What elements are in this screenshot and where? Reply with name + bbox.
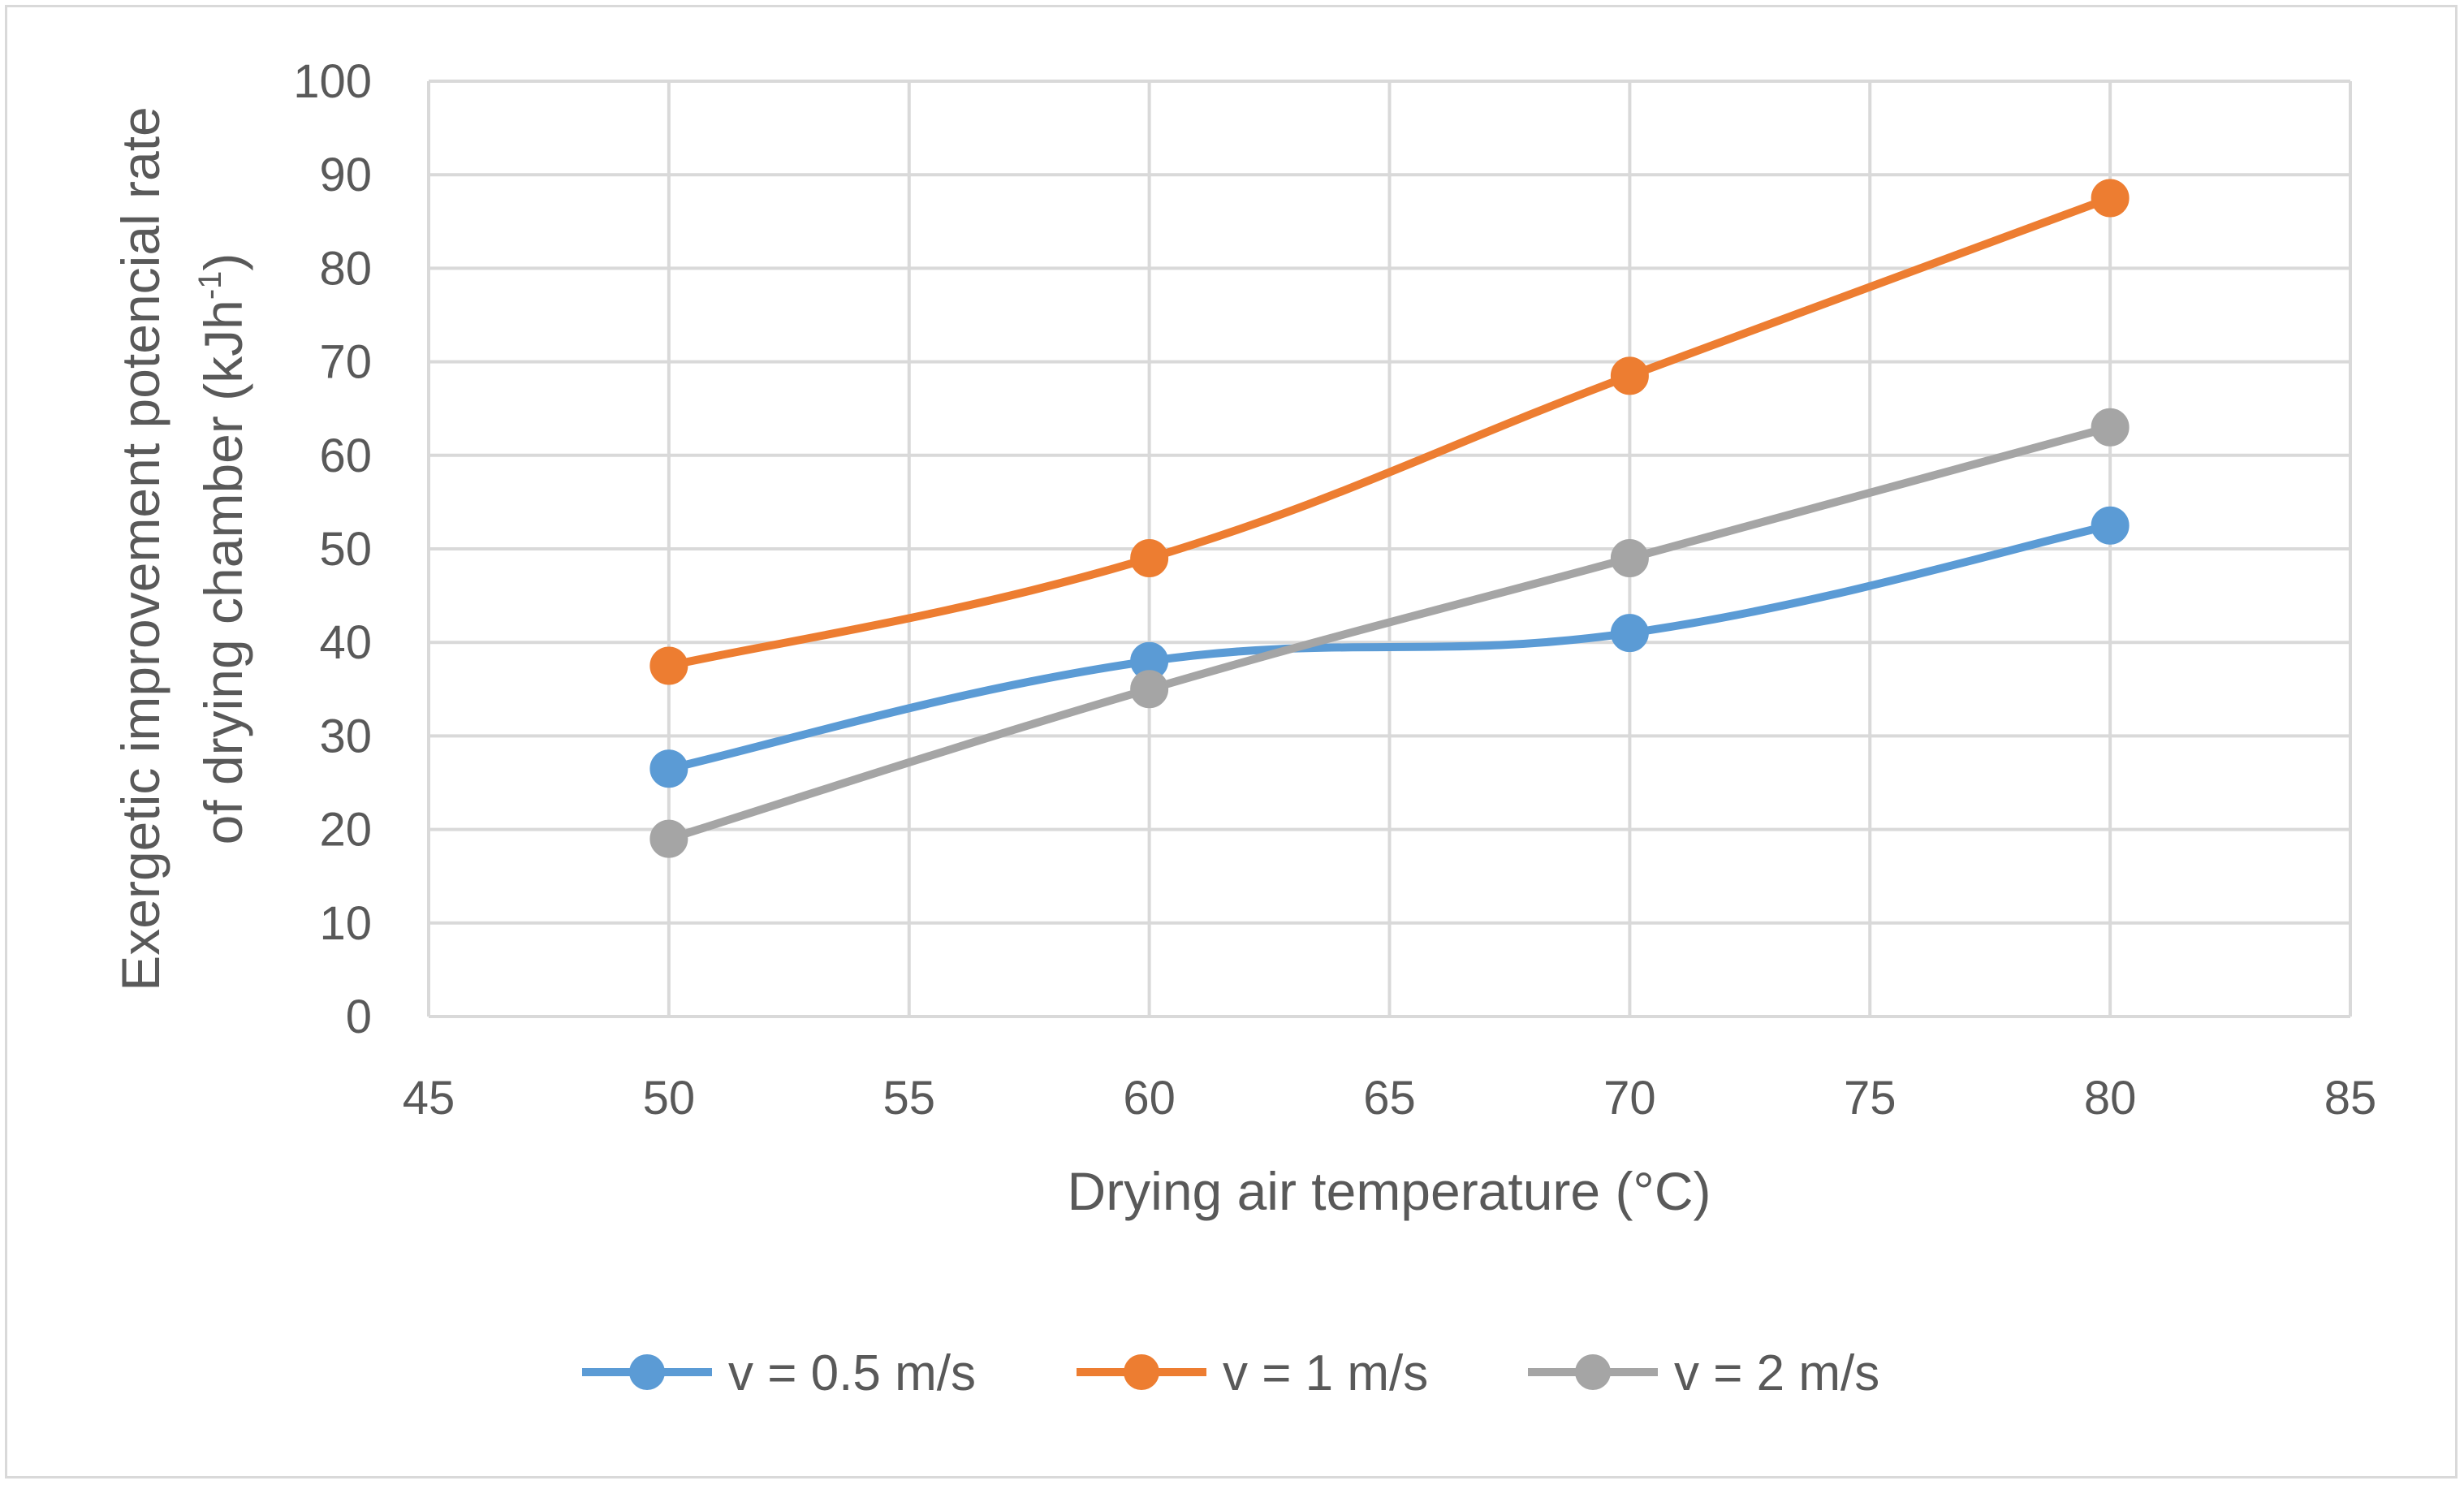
chart-frame	[5, 5, 2458, 1479]
legend-swatch-marker	[1575, 1354, 1611, 1390]
y-axis-title-superscript: -1	[192, 271, 228, 300]
x-tick-label: 65	[1363, 1072, 1416, 1125]
y-tick-label: 50	[319, 523, 372, 576]
y-tick-label: 40	[319, 616, 372, 669]
legend-label: v = 0.5 m/s	[728, 1345, 976, 1401]
data-point	[2091, 179, 2130, 218]
series-lines	[649, 179, 2130, 858]
y-axis-title-line1: Exergetic improvement potencial rate	[110, 106, 170, 991]
data-point	[649, 646, 688, 685]
legend-label: v = 1 m/s	[1223, 1345, 1428, 1401]
data-point	[649, 749, 688, 788]
x-tick-label: 80	[2084, 1072, 2137, 1125]
x-tick-label: 85	[2324, 1072, 2377, 1125]
x-tick-label: 75	[1844, 1072, 1897, 1125]
y-tick-label: 90	[319, 149, 372, 201]
series-line	[664, 423, 2115, 844]
x-axis-title: Drying air temperature (°C)	[1068, 1161, 1711, 1221]
legend-item: v = 0.5 m/s	[582, 1345, 976, 1401]
data-point	[1610, 539, 1649, 578]
series-1	[649, 506, 2130, 788]
x-tick-label: 45	[403, 1072, 455, 1125]
series-line	[664, 521, 2115, 773]
legend-label: v = 2 m/s	[1674, 1345, 1879, 1401]
gridlines	[427, 80, 2352, 1018]
y-axis-title-line2: of drying chamber (kJh-1)	[192, 253, 253, 845]
x-tick-label: 70	[1603, 1072, 1656, 1125]
y-axis-title: Exergetic improvement potencial rate of …	[110, 106, 253, 991]
data-point	[2091, 506, 2130, 545]
x-tick-label: 50	[643, 1072, 696, 1125]
y-axis-title-line2-main: of drying chamber (kJh	[193, 300, 253, 844]
series-3	[649, 408, 2130, 858]
y-tick-label: 80	[319, 242, 372, 295]
y-tick-label: 70	[319, 336, 372, 389]
y-tick-label: 10	[319, 897, 372, 950]
y-tick-label: 60	[319, 430, 372, 482]
series-line	[664, 194, 2115, 670]
data-point	[1610, 356, 1649, 395]
y-axis-title-line2-end: )	[193, 253, 253, 271]
legend: v = 0.5 m/s v = 1 m/s v = 2 m/s	[582, 1345, 1879, 1401]
data-point	[1610, 614, 1649, 653]
data-point	[2091, 408, 2130, 447]
legend-swatch-marker	[629, 1354, 665, 1390]
y-tick-label: 0	[346, 991, 372, 1043]
tick-labels: 0 10 20 30 40 50 60 70 80 90 100 45 50 55 60 65 70 75 80 85	[293, 55, 2376, 1125]
legend-item: v = 1 m/s	[1077, 1345, 1428, 1401]
data-point	[649, 819, 688, 858]
data-point	[1130, 539, 1169, 578]
y-tick-label: 20	[319, 804, 372, 857]
legend-item: v = 2 m/s	[1528, 1345, 1879, 1401]
y-tick-label: 30	[319, 710, 372, 762]
legend-swatch-marker	[1124, 1354, 1159, 1390]
data-point	[1130, 670, 1169, 709]
x-tick-label: 55	[882, 1072, 935, 1125]
series-2	[649, 179, 2130, 685]
y-tick-label: 100	[293, 55, 372, 108]
x-tick-label: 60	[1123, 1072, 1176, 1125]
